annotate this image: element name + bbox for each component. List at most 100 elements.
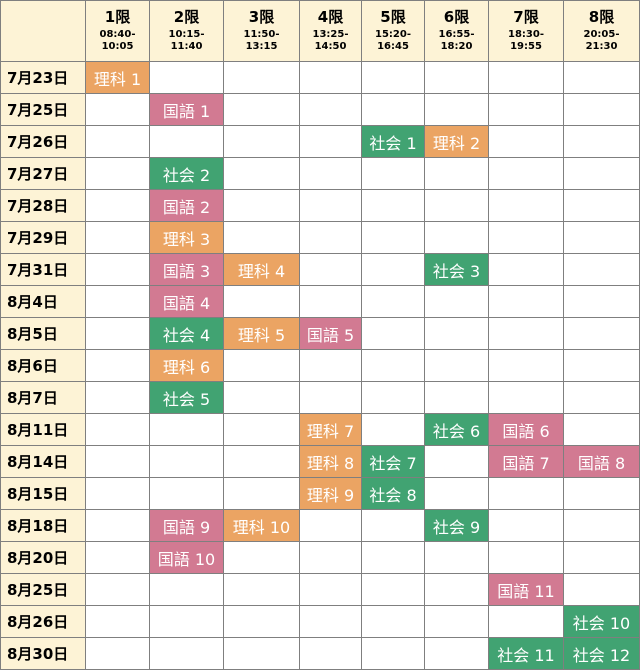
- class-cell: 理科 5: [223, 317, 300, 350]
- date-label: 8月7日: [0, 381, 86, 414]
- empty-cell: [149, 61, 224, 94]
- empty-cell: [424, 445, 489, 478]
- header-row: 1限 08:40- 10:05 2限 10:15- 11:40 3限 11:50- 13:1…: [0, 0, 640, 62]
- date-label: 8月4日: [0, 285, 86, 318]
- schedule-row: 7月27日 社会 2: [0, 157, 640, 190]
- empty-cell: [563, 317, 640, 350]
- empty-cell: [424, 541, 489, 574]
- class-cell: 社会 2: [149, 157, 224, 190]
- empty-cell: [85, 349, 150, 382]
- empty-cell: [361, 93, 425, 126]
- period-time: 18:30- 19:55: [508, 29, 544, 52]
- class-cell: 理科 7: [299, 413, 362, 446]
- class-cell: 国語 10: [149, 541, 224, 574]
- empty-cell: [299, 541, 362, 574]
- date-label: 8月14日: [0, 445, 86, 478]
- empty-cell: [563, 125, 640, 158]
- empty-cell: [149, 573, 224, 606]
- empty-cell: [149, 477, 224, 510]
- class-cell: 理科 10: [223, 509, 300, 542]
- class-cell: 理科 4: [223, 253, 300, 286]
- empty-cell: [149, 413, 224, 446]
- schedule-row: 7月26日 社会 1 理科 2: [0, 125, 640, 158]
- schedule-row: 8月11日 理科 7 社会 6 国語 6: [0, 413, 640, 446]
- date-label: 8月20日: [0, 541, 86, 574]
- empty-cell: [85, 413, 150, 446]
- empty-cell: [424, 317, 489, 350]
- empty-cell: [85, 317, 150, 350]
- schedule-row: 7月23日 理科 1: [0, 61, 640, 94]
- empty-cell: [563, 349, 640, 382]
- class-cell: 理科 8: [299, 445, 362, 478]
- empty-cell: [223, 349, 300, 382]
- empty-cell: [563, 189, 640, 222]
- class-cell: 社会 9: [424, 509, 489, 542]
- empty-cell: [299, 637, 362, 670]
- period-name: 5限: [380, 8, 406, 26]
- date-label: 8月5日: [0, 317, 86, 350]
- empty-cell: [361, 381, 425, 414]
- empty-cell: [85, 285, 150, 318]
- empty-cell: [149, 605, 224, 638]
- empty-cell: [424, 93, 489, 126]
- empty-cell: [85, 381, 150, 414]
- empty-cell: [85, 637, 150, 670]
- period-time: 20:05- 21:30: [583, 29, 620, 52]
- class-cell: 社会 1: [361, 125, 425, 158]
- class-cell: 理科 1: [85, 61, 150, 94]
- class-cell: 社会 7: [361, 445, 425, 478]
- period-time: 11:50- 13:15: [243, 29, 280, 52]
- empty-cell: [563, 477, 640, 510]
- empty-cell: [361, 605, 425, 638]
- empty-cell: [299, 93, 362, 126]
- schedule-row: 8月30日 社会 11 社会 12: [0, 637, 640, 670]
- period-header: 5限 15:20- 16:45: [361, 0, 425, 62]
- empty-cell: [299, 221, 362, 254]
- schedule-row: 8月4日 国語 4: [0, 285, 640, 318]
- empty-cell: [424, 189, 489, 222]
- empty-cell: [223, 221, 300, 254]
- empty-cell: [85, 477, 150, 510]
- class-cell: 国語 2: [149, 189, 224, 222]
- empty-cell: [299, 285, 362, 318]
- period-name: 2限: [173, 8, 200, 26]
- empty-cell: [85, 221, 150, 254]
- period-name: 1限: [104, 8, 131, 26]
- date-label: 8月26日: [0, 605, 86, 638]
- empty-cell: [299, 573, 362, 606]
- schedule-row: 8月20日 国語 10: [0, 541, 640, 574]
- empty-cell: [299, 157, 362, 190]
- class-cell: 社会 11: [488, 637, 564, 670]
- empty-cell: [563, 285, 640, 318]
- empty-cell: [223, 573, 300, 606]
- empty-cell: [361, 509, 425, 542]
- date-label: 7月27日: [0, 157, 86, 190]
- period-name: 3限: [248, 8, 275, 26]
- period-header: 8限 20:05- 21:30: [563, 0, 640, 62]
- period-name: 4限: [317, 8, 344, 26]
- date-label: 8月25日: [0, 573, 86, 606]
- empty-cell: [424, 477, 489, 510]
- empty-cell: [223, 445, 300, 478]
- period-time: 10:15- 11:40: [168, 29, 205, 52]
- empty-cell: [361, 253, 425, 286]
- empty-cell: [361, 157, 425, 190]
- date-label: 7月28日: [0, 189, 86, 222]
- class-cell: 国語 8: [563, 445, 640, 478]
- empty-cell: [299, 509, 362, 542]
- empty-cell: [361, 349, 425, 382]
- empty-cell: [361, 637, 425, 670]
- empty-cell: [563, 221, 640, 254]
- empty-cell: [223, 637, 300, 670]
- empty-cell: [563, 413, 640, 446]
- empty-cell: [488, 317, 564, 350]
- class-cell: 国語 6: [488, 413, 564, 446]
- schedule-row: 8月5日 社会 4 理科 5 国語 5: [0, 317, 640, 350]
- empty-cell: [424, 285, 489, 318]
- empty-cell: [223, 285, 300, 318]
- empty-cell: [424, 221, 489, 254]
- class-cell: 理科 6: [149, 349, 224, 382]
- schedule-row: 8月15日 理科 9 社会 8: [0, 477, 640, 510]
- empty-cell: [488, 605, 564, 638]
